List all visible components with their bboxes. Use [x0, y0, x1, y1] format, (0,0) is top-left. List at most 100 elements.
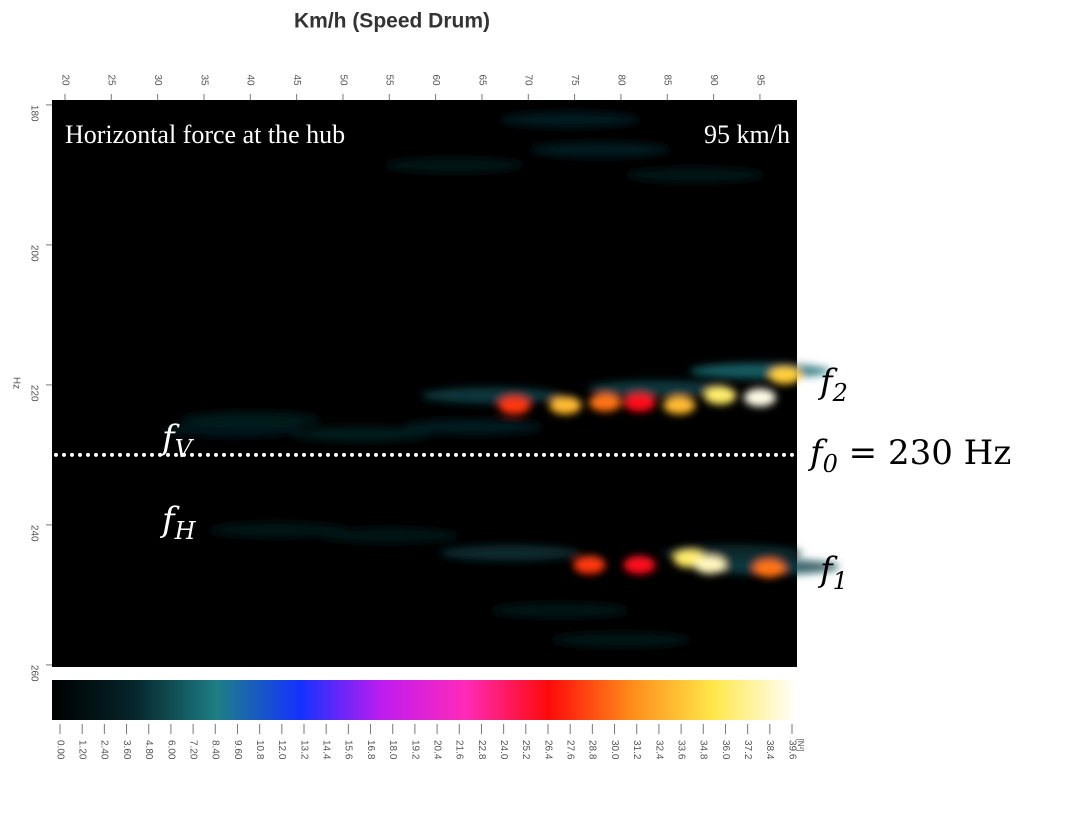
- colorbar-tick-label: 21.6: [454, 740, 465, 760]
- heat-cell: [208, 521, 349, 538]
- colorbar-label: [N²]: [796, 739, 805, 752]
- colorbar-tick-label: 2.40: [99, 740, 110, 760]
- label-sub: 2: [832, 379, 848, 407]
- heat-cell: [384, 157, 525, 174]
- heat-cell: [625, 166, 766, 183]
- heat-cell: [549, 396, 582, 415]
- heat-cell: [588, 380, 729, 397]
- y-tick-label: 240: [28, 525, 39, 542]
- colorbar-tick-label: 31.2: [631, 740, 642, 760]
- label-sub: V: [175, 435, 195, 463]
- colorbar-tick-label: 9.60: [232, 740, 243, 760]
- colorbar-tick-label: 0.00: [54, 740, 65, 760]
- heat-cell: [489, 602, 630, 619]
- colorbar-tick-label: 6.00: [165, 740, 176, 760]
- colorbar-tick-label: 1.20: [77, 740, 88, 760]
- heat-cell: [693, 555, 726, 574]
- chart-title: Horizontal force at the hub: [65, 120, 345, 149]
- colorbar-tick-label: 32.4: [653, 740, 664, 760]
- y-axis-title: Hz: [10, 377, 21, 389]
- colorbar-tick-label: 27.6: [565, 740, 576, 760]
- colorbar-tick-label: 16.8: [365, 740, 376, 760]
- heat-cell: [589, 393, 622, 412]
- colorbar-tick-label: 8.40: [210, 740, 221, 760]
- colorbar-tick-label: 38.4: [764, 740, 775, 760]
- heat-cell: [291, 425, 432, 442]
- colorbar-tick-label: 37.2: [742, 740, 753, 760]
- colorbar-tick-label: 7.20: [187, 740, 198, 760]
- colorbar-tick-label: 22.8: [476, 740, 487, 760]
- x-tick-label: 50: [337, 74, 348, 86]
- x-tick-label: 85: [662, 74, 673, 86]
- heat-cell: [421, 387, 562, 404]
- colorbar-tick-label: 4.80: [143, 740, 154, 760]
- speed-label: 95 km/h: [704, 120, 790, 149]
- heat-cell: [180, 411, 321, 428]
- x-tick-label: 70: [523, 74, 534, 86]
- colorbar-tick-label: 12.0: [276, 740, 287, 760]
- x-tick-label: 60: [430, 74, 441, 86]
- colorbar-tick-label: 19.2: [409, 740, 420, 760]
- heat-cell: [529, 141, 670, 158]
- y-tick-label: 260: [28, 665, 39, 682]
- colorbar-tick-label: 15.6: [343, 740, 354, 760]
- x-tick-label: 75: [569, 74, 580, 86]
- colorbar-tick-label: 26.4: [542, 740, 553, 760]
- heat-cell: [663, 396, 696, 415]
- heat-cell: [499, 111, 640, 128]
- heat-cell: [439, 544, 580, 561]
- heat-cell: [623, 555, 656, 574]
- math-label: f1: [817, 550, 848, 595]
- heat-cell: [704, 386, 737, 405]
- heat-cell: [753, 559, 786, 578]
- x-tick-label: 35: [198, 74, 209, 86]
- y-tick-label: 200: [28, 245, 39, 262]
- x-tick-label: 55: [384, 74, 395, 86]
- colorbar-tick-label: 34.8: [698, 740, 709, 760]
- x-tick-label: 90: [708, 74, 719, 86]
- x-tick-label: 80: [615, 74, 626, 86]
- heat-cell: [623, 393, 656, 412]
- colorbar-tick-label: 13.2: [298, 740, 309, 760]
- colorbar-tick-label: 30.0: [609, 740, 620, 760]
- colorbar-tick-label: 24.0: [498, 740, 509, 760]
- heat-cell: [550, 631, 691, 648]
- label-sub: 1: [833, 567, 848, 595]
- heat-cell: [573, 555, 606, 574]
- math-label: f0 = 230 Hz: [807, 433, 1011, 478]
- colorbar-tick-label: 33.6: [675, 740, 686, 760]
- heat-cell: [498, 396, 531, 415]
- heatmap: [161, 111, 840, 648]
- heat-cell: [743, 388, 776, 407]
- colorbar-tick-label: 20.4: [431, 740, 442, 760]
- colorbar-tick-label: 36.0: [720, 740, 731, 760]
- heat-cell: [319, 527, 460, 544]
- label-sub: 0: [823, 449, 838, 477]
- colorbar-tick-label: 28.8: [587, 740, 598, 760]
- colorbar: [52, 680, 797, 720]
- colorbar-tick-label: 14.4: [321, 740, 332, 760]
- x-tick-label: 25: [106, 74, 117, 86]
- y-tick-label: 220: [28, 385, 39, 402]
- heat-cell: [402, 418, 543, 435]
- colorbar-tick-label: 25.2: [520, 740, 531, 760]
- colorbar-tick-label: 10.8: [254, 740, 265, 760]
- x-tick-label: 40: [245, 74, 256, 86]
- colorbar-tick-label: 3.60: [121, 740, 132, 760]
- x-axis-title: Km/h (Speed Drum): [294, 10, 490, 33]
- y-tick-label: 180: [28, 105, 39, 122]
- x-tick-label: 95: [754, 74, 765, 86]
- colorbar-tick-label: 39.6: [786, 740, 797, 760]
- x-tick-label: 45: [291, 74, 302, 86]
- label-rest: = 230 Hz: [838, 433, 1011, 473]
- heat-cell: [768, 366, 801, 385]
- label-sub: H: [174, 517, 197, 545]
- heat-cell: [689, 362, 830, 379]
- colorbar-tick-label: 18.0: [387, 740, 398, 760]
- x-tick-label: 30: [152, 74, 163, 86]
- x-tick-label: 65: [476, 74, 487, 86]
- x-tick-label: 20: [59, 74, 70, 86]
- math-label: f2: [817, 362, 848, 407]
